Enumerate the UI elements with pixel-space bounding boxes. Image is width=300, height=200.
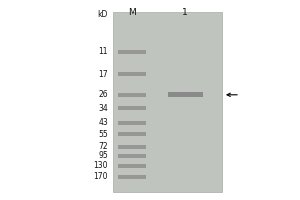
Text: kD: kD [98,10,108,19]
Bar [113,12,222,192]
Bar [118,93,146,97]
Text: M: M [128,8,136,17]
Bar [118,145,146,149]
Text: 170: 170 [94,172,108,181]
Bar [118,72,146,76]
Text: 43: 43 [98,118,108,127]
Text: 55: 55 [98,130,108,139]
Bar [118,164,146,168]
Text: 72: 72 [98,142,108,151]
Bar [118,121,146,125]
Bar [167,92,202,97]
Text: 26: 26 [98,90,108,99]
Bar [118,50,146,54]
Text: 34: 34 [98,104,108,113]
Bar [118,132,146,136]
Text: 1: 1 [182,8,188,17]
Text: 17: 17 [98,70,108,79]
Text: 95: 95 [98,152,108,160]
Text: 11: 11 [98,47,108,56]
Text: 130: 130 [94,161,108,170]
Bar [118,154,146,158]
Bar [118,175,146,179]
Bar [118,106,146,110]
